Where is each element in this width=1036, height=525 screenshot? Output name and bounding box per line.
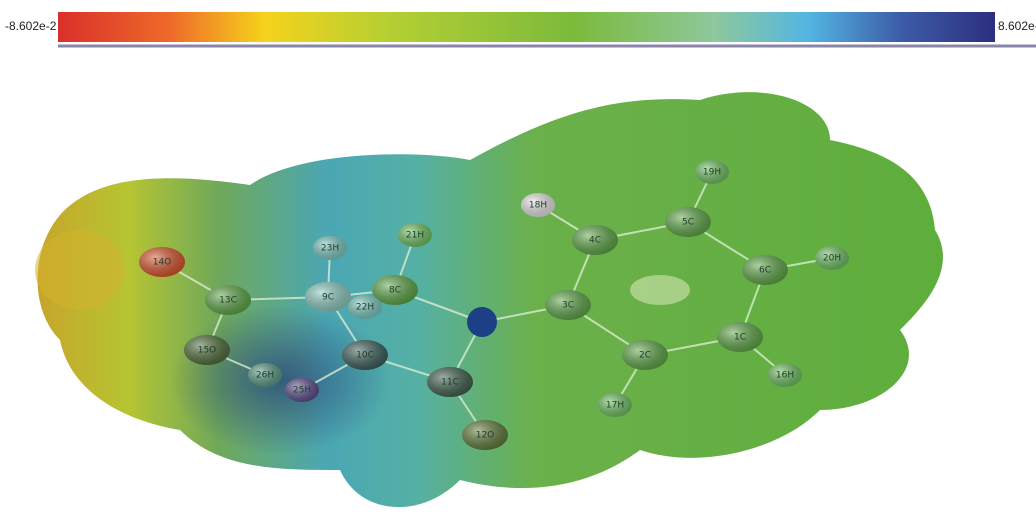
atom-shading (313, 236, 347, 260)
atom-label: 17H (606, 401, 624, 411)
atom-shading (184, 335, 230, 365)
atom-label: 11C (441, 378, 459, 388)
positive-region (35, 230, 125, 310)
nitrogen-atom (467, 307, 497, 337)
atoms: 18H 19H 4C 5C 6C 20H 3C 1C 2C 16H 17H 14O 13C 23H 21H 9… (139, 160, 849, 450)
atom-label: 25H (293, 386, 311, 396)
atom-label: 10C (356, 351, 374, 361)
atom-label: 16H (776, 371, 794, 381)
atom-label: 5C (682, 218, 694, 228)
atom-label: 20H (823, 254, 841, 264)
atom-shading (665, 207, 711, 237)
atom-shading (462, 420, 508, 450)
colorbar-min-label: -8.602e-2 (5, 19, 57, 33)
atom-label: 12O (476, 431, 495, 441)
atom-label: 19H (703, 168, 721, 178)
atom-label: 13C (219, 296, 237, 306)
atom-shading (572, 225, 618, 255)
atom-shading (815, 246, 849, 270)
atom-shading (348, 295, 382, 319)
atom-shading (139, 247, 185, 277)
atom-shading (342, 340, 388, 370)
atom-label: 3C (562, 301, 574, 311)
atom-label: 22H (356, 303, 374, 313)
atom-label: 18H (529, 201, 547, 211)
atom-shading (695, 160, 729, 184)
atom-label: 15O (198, 346, 217, 356)
atom-shading (717, 322, 763, 352)
atom-label: 9C (322, 293, 334, 303)
atom-shading (305, 282, 351, 312)
atom-shading (248, 363, 282, 387)
atom-shading (285, 378, 319, 402)
atom-shading (742, 255, 788, 285)
atom-shading (398, 223, 432, 247)
atom-shading (427, 367, 473, 397)
atom-label: 21H (406, 231, 424, 241)
atom-shading (545, 290, 591, 320)
atom-shading (622, 340, 668, 370)
atom-label: 4C (589, 236, 601, 246)
atom-label: 23H (321, 244, 339, 254)
colorbar-max-label: 8.602e-2 (998, 19, 1036, 33)
atom-label: 2C (639, 351, 651, 361)
atom-label: 6C (759, 266, 771, 276)
atom-shading (521, 193, 555, 217)
highlight (630, 275, 690, 305)
atom-shading (598, 393, 632, 417)
atom-label: 1C (734, 333, 746, 343)
atom-shading (205, 285, 251, 315)
atom-label: 8C (389, 286, 401, 296)
colorbar (58, 12, 995, 42)
atom-label: 14O (153, 258, 172, 268)
atom-label: 26H (256, 371, 274, 381)
atom-shading (372, 275, 418, 305)
atom-shading (768, 363, 802, 387)
